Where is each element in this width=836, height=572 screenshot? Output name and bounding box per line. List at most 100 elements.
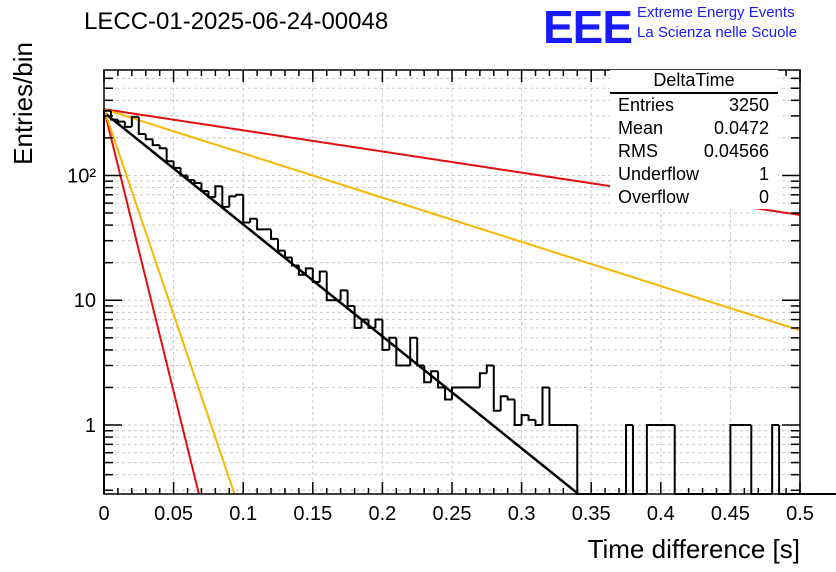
histogram-bin	[228, 195, 237, 207]
histogram-bin	[325, 271, 334, 302]
histogram-bin	[242, 194, 251, 224]
histogram-bin	[423, 365, 432, 384]
histogram-bin	[437, 371, 446, 389]
stats-row: Mean 0.0472	[610, 117, 778, 140]
histogram-bin	[235, 193, 244, 197]
histogram-bin	[367, 319, 376, 329]
curve-yellow-fast	[103, 108, 236, 495]
tick-labels: 0 0.05 0.1 0.15 0.2 0.25 0.3 0.35 0.4 0.45 0.51101…	[67, 165, 814, 525]
y-axis-label: Entries/bin	[8, 42, 38, 165]
histogram-bin	[137, 116, 146, 135]
histogram-bin	[409, 336, 418, 366]
x-tick-label: 0.45	[711, 503, 750, 525]
stats-row: Entries 3250	[610, 94, 778, 117]
y-tick-label: 10²	[67, 165, 96, 187]
x-tick-label: 0.05	[154, 503, 193, 525]
stats-label: RMS	[618, 141, 658, 161]
stats-row: Underflow 1	[610, 163, 778, 186]
stats-label: Overflow	[618, 187, 690, 207]
histogram-bin	[750, 425, 759, 495]
stats-value: 0.04566	[703, 141, 769, 161]
histogram-bin	[527, 415, 536, 421]
stats-value: 1	[758, 164, 769, 184]
histogram-bin	[158, 145, 167, 150]
histogram-bin	[778, 425, 787, 495]
histogram-bin	[645, 424, 654, 494]
histogram-bin	[277, 238, 285, 252]
histogram-bin	[270, 229, 278, 240]
histogram-bin	[499, 395, 508, 411]
histogram-bin	[729, 424, 738, 494]
histogram-bin	[297, 265, 306, 276]
histogram-bin	[451, 386, 459, 400]
histogram-bin	[395, 337, 404, 367]
histogram-bin	[179, 167, 188, 177]
histogram-bin	[214, 185, 223, 198]
histogram-bin	[144, 133, 153, 141]
histogram-bin	[130, 115, 139, 127]
histogram-bin	[541, 386, 550, 426]
x-tick-label: 0.1	[229, 503, 257, 525]
stats-value: 0	[758, 187, 769, 207]
histogram-bin	[207, 191, 216, 199]
stats-row: RMS 0.04566	[610, 140, 778, 163]
histogram-bin	[506, 396, 515, 401]
histogram-bin	[631, 425, 640, 495]
histogram-bin	[416, 337, 425, 367]
histogram-bin	[193, 179, 202, 184]
histogram-bin	[290, 257, 299, 267]
x-tick-label: 0.3	[508, 503, 536, 525]
histogram-bin	[534, 419, 543, 427]
histogram-bin	[186, 175, 195, 181]
histogram-bin	[318, 270, 327, 282]
histogram-bin	[256, 218, 265, 231]
histogram-bin	[346, 290, 355, 307]
x-tick-label: 0	[98, 503, 109, 525]
y-tick-label: 10	[74, 290, 96, 312]
histogram-bin	[374, 318, 383, 328]
histogram-bin	[520, 414, 529, 426]
histogram-bin	[492, 365, 501, 412]
stats-label: Entries	[618, 95, 675, 115]
x-tick-label: 0.4	[647, 503, 675, 525]
histogram-bin	[513, 399, 522, 427]
stats-label: Underflow	[618, 164, 700, 184]
stats-box-title: DeltaTime	[610, 70, 778, 94]
histogram-bin	[771, 424, 780, 494]
y-tick-label: 1	[85, 415, 96, 437]
curve-red-fast	[103, 108, 200, 495]
histogram-bin	[109, 110, 118, 121]
stats-row: Overflow 0	[610, 186, 778, 209]
histogram-bin	[123, 121, 132, 128]
histogram-bin	[625, 424, 633, 494]
histogram-bin	[116, 119, 125, 123]
chart-title: LECC-01-2025-06-24-00048	[84, 8, 389, 35]
logo-line-1: Extreme Energy Events	[637, 4, 795, 21]
histogram-bin	[165, 148, 174, 163]
histogram-bin	[221, 186, 230, 208]
histogram-bin	[381, 319, 390, 351]
histogram-bin	[339, 289, 348, 301]
histogram-bin	[172, 161, 181, 169]
histogram-bin	[283, 250, 292, 259]
histogram-bin	[576, 425, 585, 495]
stats-box: DeltaTime Entries 3250 Mean 0.0472 RMS 0…	[610, 70, 778, 209]
logo-line-2: La Scienza nelle Scuole	[637, 24, 798, 41]
x-tick-label: 0.35	[572, 503, 611, 525]
eee-logo: EEE	[543, 1, 633, 53]
histogram-bin	[200, 183, 209, 193]
x-tick-label: 0.15	[293, 503, 332, 525]
histogram-bin	[311, 268, 320, 283]
stats-value: 0.0472	[713, 118, 769, 138]
histogram-bin	[444, 387, 452, 401]
histogram-bin	[548, 387, 557, 427]
histogram-bin	[388, 336, 397, 350]
histogram-bin	[673, 425, 682, 495]
histogram-bin	[151, 139, 160, 147]
histogram-bin	[430, 370, 439, 383]
x-tick-label: 0.2	[368, 503, 396, 525]
stats-label: Mean	[618, 118, 664, 138]
histogram-bin	[304, 267, 313, 275]
histogram-bin	[360, 318, 369, 328]
histogram-bin	[353, 305, 362, 329]
